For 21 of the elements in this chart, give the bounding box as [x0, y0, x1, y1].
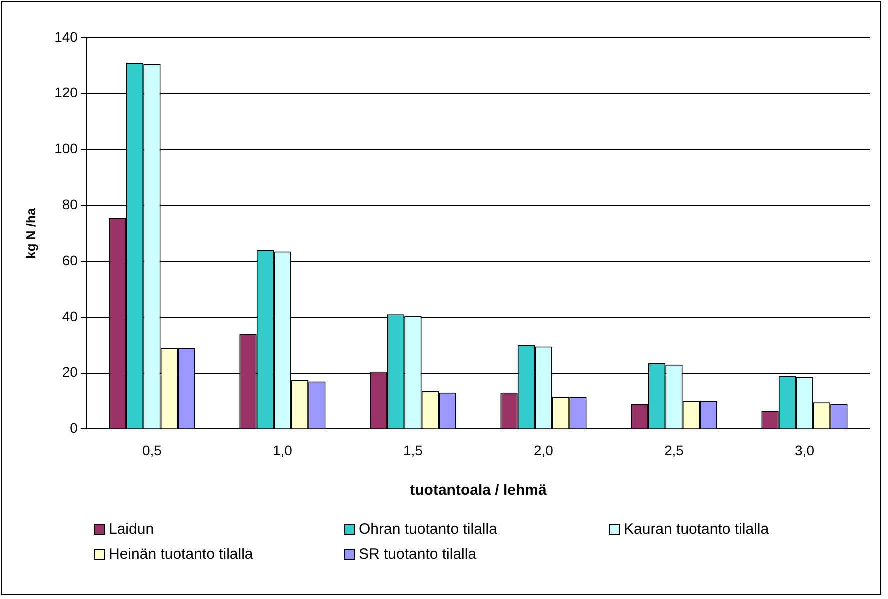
y-tick-label: 0	[70, 420, 78, 436]
y-tick-label: 80	[62, 196, 78, 213]
x-axis-title: tuotantoala / lehmä	[410, 482, 548, 500]
x-tick-label: 3,0	[795, 442, 815, 458]
x-tick-label: 1,5	[403, 442, 424, 458]
x-tick-label: 1,0	[272, 442, 293, 458]
x-tick-label: 2,5	[664, 442, 684, 458]
legend-label: Laidun	[109, 521, 154, 538]
legend-label: Heinän tuotanto tilalla	[109, 546, 254, 563]
legend-label: Ohran tuotanto tilalla	[359, 521, 498, 538]
y-tick-label: 40	[62, 308, 78, 324]
y-tick-label: 60	[62, 252, 78, 268]
y-tick-label: 100	[54, 140, 78, 157]
legend-label: Kauran tuotanto tilalla	[624, 521, 770, 538]
y-tick-label: 20	[62, 364, 78, 380]
x-tick-label: 0,5	[142, 442, 162, 458]
legend-label: SR tuotanto tilalla	[359, 546, 477, 563]
x-tick-label: 2,0	[534, 442, 554, 458]
y-axis-title: kg N /ha	[23, 208, 38, 259]
y-tick-label: 120	[54, 84, 78, 101]
y-tick-label: 140	[54, 28, 78, 45]
